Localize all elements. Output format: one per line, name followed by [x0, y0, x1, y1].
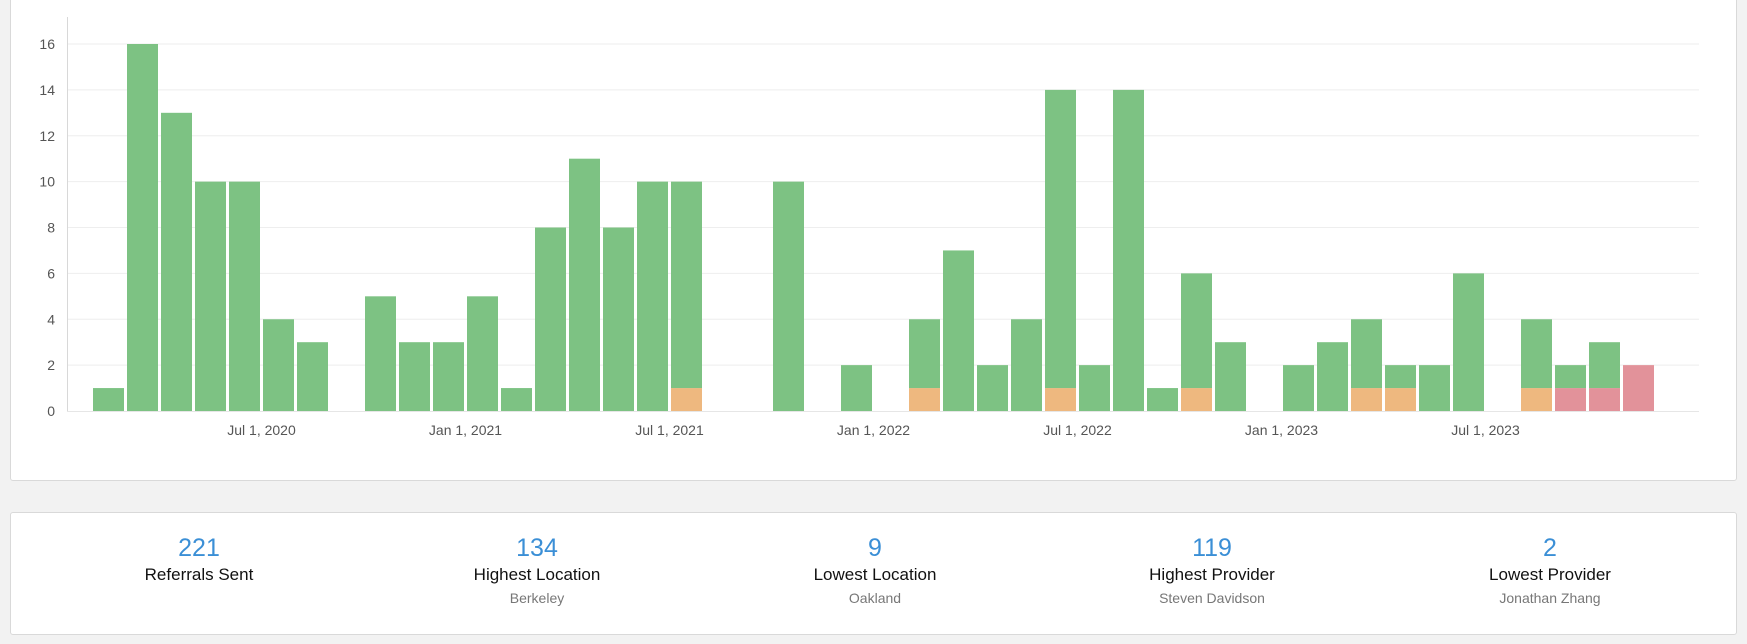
- bar-segment: [1181, 388, 1212, 411]
- stats-summary-card: 221 Referrals Sent 134 Highest Location …: [10, 512, 1737, 635]
- bar-segment: [1351, 319, 1382, 389]
- bar-segment: [1623, 365, 1654, 411]
- bar-segment: [1283, 365, 1314, 411]
- bar-segment: [671, 388, 702, 411]
- stat-lowest-provider: 2 Lowest Provider Jonathan Zhang: [1400, 533, 1700, 608]
- stat-label: Lowest Location: [813, 565, 937, 584]
- bar-segment: [1181, 273, 1212, 389]
- bar-segment: [1215, 342, 1246, 411]
- bar-segment: [1521, 388, 1552, 411]
- bar-segment: [161, 112, 192, 411]
- bar-segment: [229, 181, 260, 411]
- stat-label: Highest Provider: [1149, 565, 1275, 584]
- y-tick-label: 4: [47, 311, 55, 327]
- bar-segment: [1555, 388, 1586, 411]
- y-tick-label: 2: [47, 357, 55, 373]
- bar-segment: [1385, 388, 1416, 411]
- bar-segment: [909, 319, 940, 389]
- bar-segment: [1045, 89, 1076, 389]
- y-tick-label: 0: [47, 403, 55, 419]
- bar-segment: [467, 296, 498, 411]
- bar-segment: [535, 227, 566, 411]
- stat-highest-location: 134 Highest Location Berkeley: [387, 533, 687, 608]
- bar-segment: [399, 342, 430, 411]
- bar-segment: [1589, 342, 1620, 389]
- bar-segment: [1045, 388, 1076, 411]
- bar-segment: [263, 319, 294, 411]
- stat-lowest-location: 9 Lowest Location Oakland: [725, 533, 1025, 608]
- bar-segment: [1589, 388, 1620, 411]
- stat-sub: Jonathan Zhang: [1499, 590, 1601, 606]
- stat-label: Highest Location: [473, 565, 601, 584]
- x-tick-label: Jul 1, 2021: [635, 422, 704, 438]
- stat-value: 134: [516, 534, 558, 562]
- bar-segment: [1385, 365, 1416, 389]
- stat-sub: Steven Davidson: [1159, 590, 1265, 606]
- bar-segment: [1351, 388, 1382, 411]
- stat-referrals-sent: 221 Referrals Sent: [49, 533, 349, 588]
- bar-segment: [637, 181, 668, 411]
- x-tick-label: Jul 1, 2022: [1043, 422, 1112, 438]
- stat-value: 2: [1543, 534, 1557, 562]
- bar-segment: [1317, 342, 1348, 411]
- y-tick-label: 6: [47, 265, 55, 281]
- stat-value: 9: [868, 534, 882, 562]
- bar-segment: [1113, 89, 1144, 411]
- x-tick-label: Jan 1, 2023: [1245, 422, 1318, 438]
- bar-segment: [1555, 365, 1586, 389]
- bar-segment: [1419, 365, 1450, 411]
- referrals-chart-card: 0 2 4 6 8 10 12 14 16 Jul 1, 2020 Jan 1, 2021 Jul 1…: [10, 0, 1737, 481]
- bar-segment: [943, 250, 974, 411]
- y-tick-label: 14: [39, 82, 55, 98]
- bar-segment: [297, 342, 328, 411]
- bar-segment: [841, 365, 872, 411]
- x-tick-label: Jul 1, 2020: [227, 422, 296, 438]
- stat-sub: Berkeley: [509, 590, 565, 606]
- bar-segment: [569, 158, 600, 411]
- bar-segment: [671, 181, 702, 389]
- bar-segment: [1011, 319, 1042, 411]
- stat-highest-provider: 119 Highest Provider Steven Davidson: [1062, 533, 1362, 608]
- bar-segment: [1453, 273, 1484, 411]
- y-tick-label: 10: [39, 174, 55, 190]
- y-tick-label: 12: [39, 128, 55, 144]
- stat-sub: Oakland: [848, 590, 902, 606]
- bar-segment: [93, 388, 124, 411]
- x-tick-label: Jan 1, 2022: [837, 422, 910, 438]
- bar-segment: [1079, 365, 1110, 411]
- stat-value: 119: [1192, 534, 1232, 562]
- bar-segment: [195, 181, 226, 411]
- bar-segment: [501, 388, 532, 411]
- y-tick-label: 16: [39, 36, 55, 52]
- stat-label: Referrals Sent: [144, 565, 254, 584]
- bar-segment: [1521, 319, 1552, 389]
- bar-segment: [1147, 388, 1178, 411]
- bar-segment: [365, 296, 396, 411]
- stat-value: 221: [178, 534, 220, 562]
- bar-segment: [909, 388, 940, 411]
- bar-segment: [433, 342, 464, 411]
- bar-segment: [977, 365, 1008, 411]
- y-tick-label: 8: [47, 220, 55, 236]
- x-tick-label: Jan 1, 2021: [429, 422, 502, 438]
- bar-segment: [773, 181, 804, 411]
- referrals-bar-chart: 0 2 4 6 8 10 12 14 16 Jul 1, 2020 Jan 1, 2021 Jul 1…: [39, 17, 1699, 438]
- bar-segment: [127, 44, 158, 411]
- bar-segment: [603, 227, 634, 411]
- stat-label: Lowest Provider: [1489, 565, 1611, 584]
- x-tick-label: Jul 1, 2023: [1451, 422, 1520, 438]
